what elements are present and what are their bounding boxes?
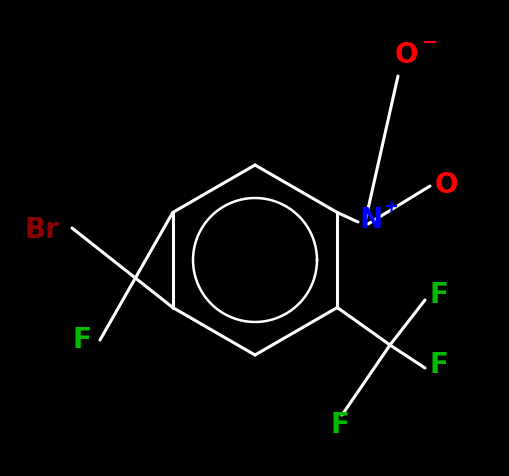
Text: F: F (330, 411, 349, 439)
Text: F: F (429, 351, 448, 379)
Text: +: + (382, 198, 397, 216)
Text: O: O (394, 41, 418, 69)
Text: −: − (421, 32, 438, 51)
Text: F: F (429, 281, 448, 309)
Text: N: N (359, 206, 382, 234)
Text: O: O (434, 171, 458, 199)
Text: F: F (72, 326, 91, 354)
Text: Br: Br (24, 216, 60, 244)
